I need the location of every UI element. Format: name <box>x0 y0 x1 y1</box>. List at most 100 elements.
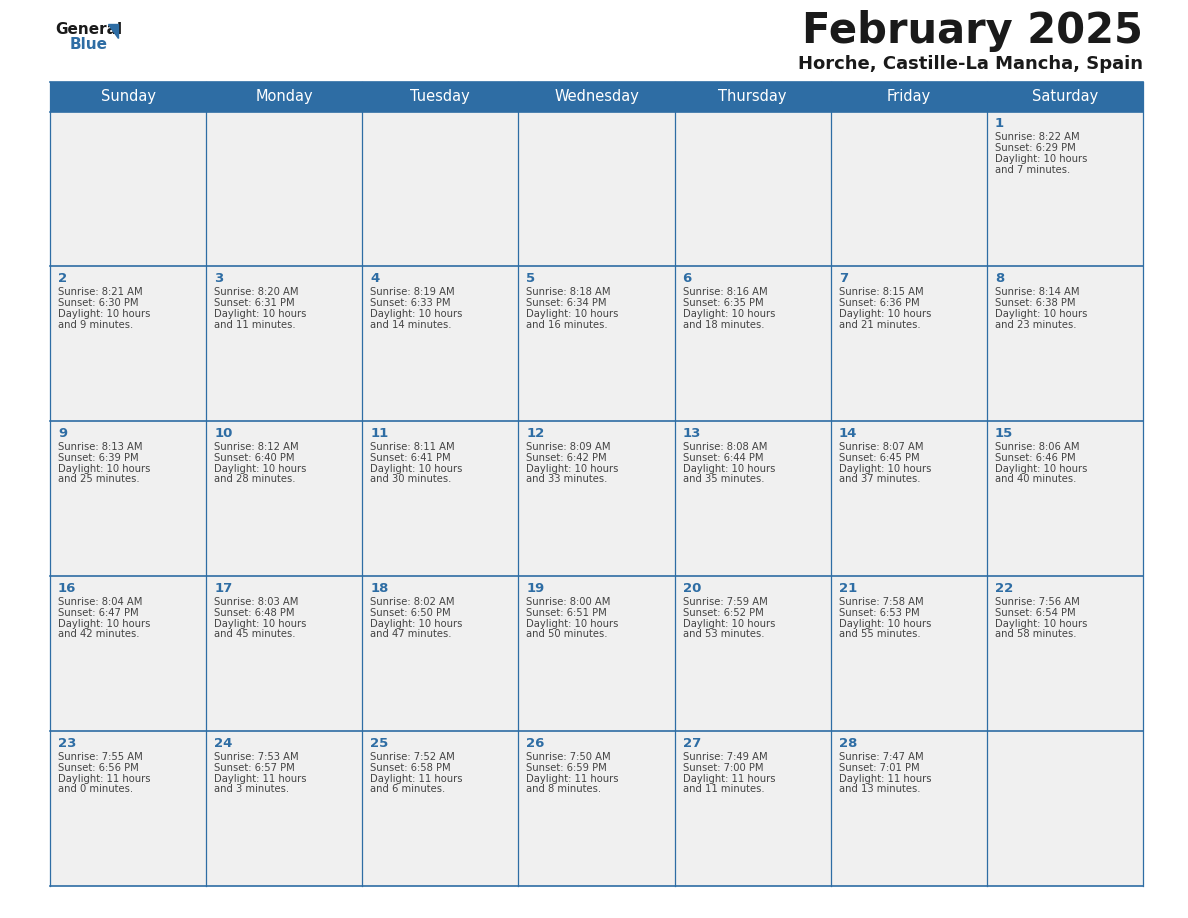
Text: Sunrise: 8:06 AM: Sunrise: 8:06 AM <box>994 442 1080 453</box>
Bar <box>830 577 987 731</box>
Text: Sunrise: 8:02 AM: Sunrise: 8:02 AM <box>371 598 455 607</box>
Text: Sunset: 6:45 PM: Sunset: 6:45 PM <box>839 453 920 463</box>
Text: Sunrise: 8:08 AM: Sunrise: 8:08 AM <box>683 442 767 453</box>
Text: Sunrise: 7:59 AM: Sunrise: 7:59 AM <box>683 598 767 607</box>
Text: and 55 minutes.: and 55 minutes. <box>839 630 921 639</box>
Text: Sunrise: 8:15 AM: Sunrise: 8:15 AM <box>839 287 923 297</box>
Bar <box>362 421 518 577</box>
Text: and 30 minutes.: and 30 minutes. <box>371 475 451 485</box>
Text: Daylight: 11 hours: Daylight: 11 hours <box>683 774 775 783</box>
Text: Daylight: 11 hours: Daylight: 11 hours <box>839 774 931 783</box>
Text: and 6 minutes.: and 6 minutes. <box>371 784 446 794</box>
Text: 22: 22 <box>994 582 1013 595</box>
Text: 23: 23 <box>58 736 76 750</box>
Text: 5: 5 <box>526 272 536 285</box>
Text: Daylight: 10 hours: Daylight: 10 hours <box>839 619 931 629</box>
Text: Sunset: 6:44 PM: Sunset: 6:44 PM <box>683 453 763 463</box>
Text: 16: 16 <box>58 582 76 595</box>
Text: Sunrise: 8:18 AM: Sunrise: 8:18 AM <box>526 287 611 297</box>
Text: Sunrise: 8:16 AM: Sunrise: 8:16 AM <box>683 287 767 297</box>
Text: Sunrise: 8:19 AM: Sunrise: 8:19 AM <box>371 287 455 297</box>
Text: 24: 24 <box>214 736 233 750</box>
Text: Monday: Monday <box>255 89 312 105</box>
Text: Sunrise: 7:47 AM: Sunrise: 7:47 AM <box>839 752 923 762</box>
Text: Sunrise: 7:56 AM: Sunrise: 7:56 AM <box>994 598 1080 607</box>
Text: Sunrise: 7:49 AM: Sunrise: 7:49 AM <box>683 752 767 762</box>
Text: and 37 minutes.: and 37 minutes. <box>839 475 921 485</box>
Text: Saturday: Saturday <box>1032 89 1098 105</box>
Text: and 42 minutes.: and 42 minutes. <box>58 630 139 639</box>
Bar <box>987 111 1143 266</box>
Bar <box>207 731 362 886</box>
Text: Sunset: 6:30 PM: Sunset: 6:30 PM <box>58 298 139 308</box>
Bar <box>362 577 518 731</box>
Text: Sunrise: 8:14 AM: Sunrise: 8:14 AM <box>994 287 1080 297</box>
Bar <box>830 111 987 266</box>
Text: Friday: Friday <box>886 89 931 105</box>
Text: Sunrise: 8:03 AM: Sunrise: 8:03 AM <box>214 598 298 607</box>
Bar <box>830 731 987 886</box>
Text: 9: 9 <box>58 427 68 440</box>
Bar <box>987 731 1143 886</box>
Text: Daylight: 11 hours: Daylight: 11 hours <box>214 774 307 783</box>
Text: Sunset: 6:52 PM: Sunset: 6:52 PM <box>683 608 764 618</box>
Text: 17: 17 <box>214 582 233 595</box>
Bar <box>518 111 675 266</box>
Text: Daylight: 11 hours: Daylight: 11 hours <box>58 774 151 783</box>
Text: Sunday: Sunday <box>101 89 156 105</box>
Text: and 11 minutes.: and 11 minutes. <box>683 784 764 794</box>
Text: and 7 minutes.: and 7 minutes. <box>994 164 1070 174</box>
Text: Daylight: 10 hours: Daylight: 10 hours <box>371 619 462 629</box>
Text: Thursday: Thursday <box>719 89 786 105</box>
Text: Daylight: 11 hours: Daylight: 11 hours <box>371 774 463 783</box>
Text: Sunrise: 8:22 AM: Sunrise: 8:22 AM <box>994 132 1080 142</box>
Text: 6: 6 <box>683 272 691 285</box>
Text: Sunset: 6:51 PM: Sunset: 6:51 PM <box>526 608 607 618</box>
Text: Sunset: 7:01 PM: Sunset: 7:01 PM <box>839 763 920 773</box>
Bar <box>675 266 830 421</box>
Text: Daylight: 10 hours: Daylight: 10 hours <box>839 308 931 319</box>
Text: Sunset: 6:53 PM: Sunset: 6:53 PM <box>839 608 920 618</box>
Text: 1: 1 <box>994 117 1004 130</box>
Text: General: General <box>55 22 122 37</box>
Text: Sunrise: 8:12 AM: Sunrise: 8:12 AM <box>214 442 298 453</box>
Text: 19: 19 <box>526 582 544 595</box>
Text: Sunrise: 8:07 AM: Sunrise: 8:07 AM <box>839 442 923 453</box>
Text: and 40 minutes.: and 40 minutes. <box>994 475 1076 485</box>
Text: Sunrise: 7:55 AM: Sunrise: 7:55 AM <box>58 752 143 762</box>
Text: 12: 12 <box>526 427 544 440</box>
Text: and 16 minutes.: and 16 minutes. <box>526 319 608 330</box>
Text: Sunrise: 8:21 AM: Sunrise: 8:21 AM <box>58 287 143 297</box>
Text: Sunset: 6:50 PM: Sunset: 6:50 PM <box>371 608 451 618</box>
Bar <box>362 111 518 266</box>
Text: Sunset: 6:56 PM: Sunset: 6:56 PM <box>58 763 139 773</box>
Text: Tuesday: Tuesday <box>411 89 470 105</box>
Text: Sunrise: 7:52 AM: Sunrise: 7:52 AM <box>371 752 455 762</box>
Text: and 11 minutes.: and 11 minutes. <box>214 319 296 330</box>
Text: Sunset: 6:46 PM: Sunset: 6:46 PM <box>994 453 1075 463</box>
Bar <box>50 577 207 731</box>
Text: Sunset: 6:59 PM: Sunset: 6:59 PM <box>526 763 607 773</box>
Text: Daylight: 10 hours: Daylight: 10 hours <box>683 308 775 319</box>
Text: 26: 26 <box>526 736 545 750</box>
Text: and 9 minutes.: and 9 minutes. <box>58 319 133 330</box>
Text: Wednesday: Wednesday <box>554 89 639 105</box>
Text: Sunset: 6:36 PM: Sunset: 6:36 PM <box>839 298 920 308</box>
Text: Sunset: 6:54 PM: Sunset: 6:54 PM <box>994 608 1075 618</box>
Text: and 0 minutes.: and 0 minutes. <box>58 784 133 794</box>
Text: Sunrise: 8:00 AM: Sunrise: 8:00 AM <box>526 598 611 607</box>
Bar <box>675 577 830 731</box>
Text: Sunset: 6:33 PM: Sunset: 6:33 PM <box>371 298 450 308</box>
Text: Sunset: 6:42 PM: Sunset: 6:42 PM <box>526 453 607 463</box>
Text: Daylight: 10 hours: Daylight: 10 hours <box>994 619 1087 629</box>
Text: Sunrise: 8:11 AM: Sunrise: 8:11 AM <box>371 442 455 453</box>
Bar <box>987 421 1143 577</box>
Bar <box>362 266 518 421</box>
Text: Horche, Castille-La Mancha, Spain: Horche, Castille-La Mancha, Spain <box>798 55 1143 73</box>
Text: and 13 minutes.: and 13 minutes. <box>839 784 921 794</box>
Text: Sunset: 6:40 PM: Sunset: 6:40 PM <box>214 453 295 463</box>
Text: Sunset: 6:39 PM: Sunset: 6:39 PM <box>58 453 139 463</box>
Text: Daylight: 10 hours: Daylight: 10 hours <box>214 464 307 474</box>
Text: Daylight: 10 hours: Daylight: 10 hours <box>371 464 462 474</box>
Bar <box>830 266 987 421</box>
